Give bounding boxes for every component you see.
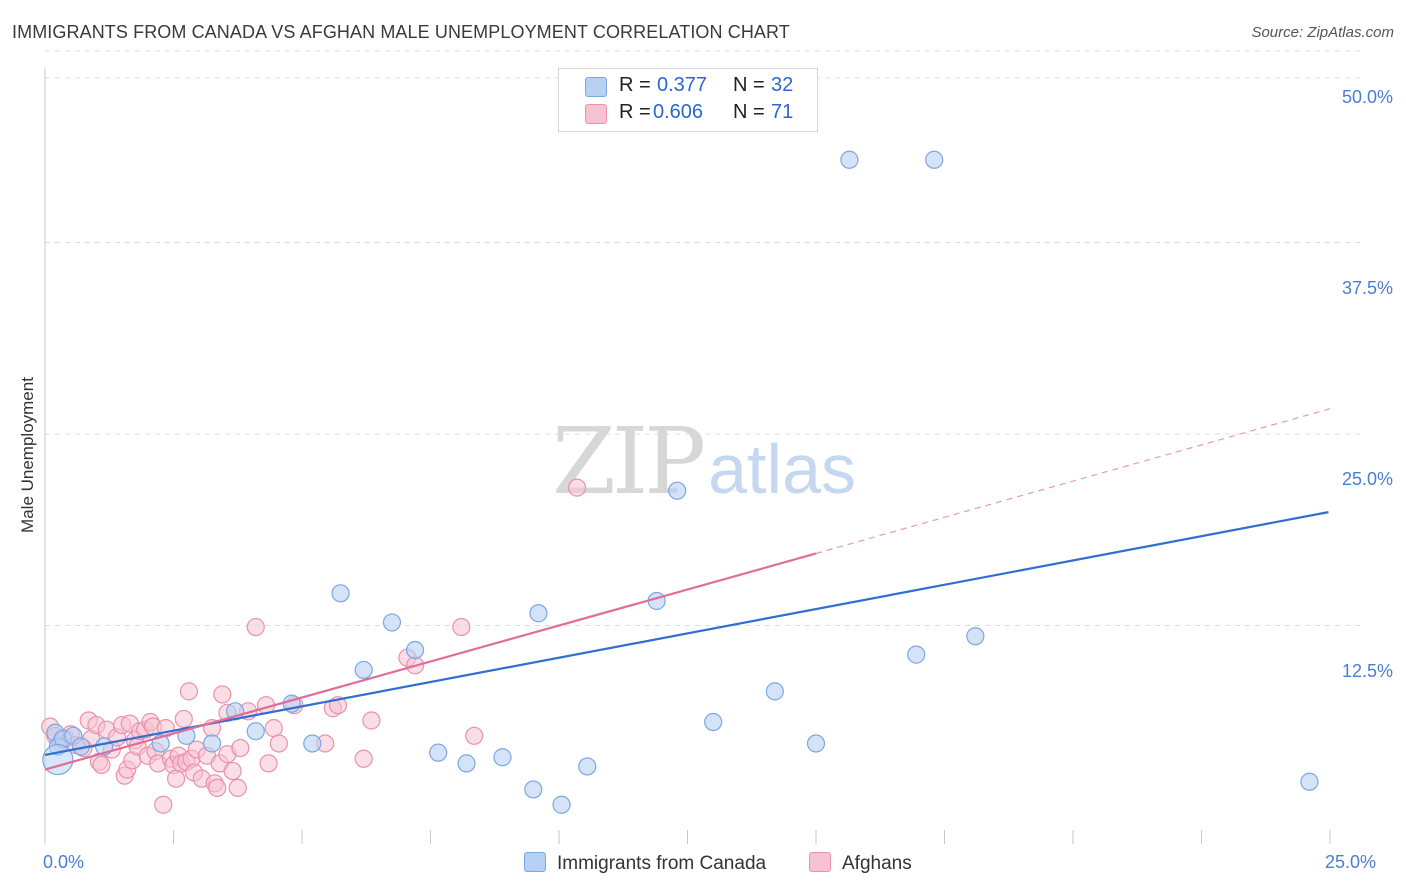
afghans-point <box>269 734 288 753</box>
bottom-legend-afghans: Afghans <box>809 852 912 875</box>
canada-point <box>925 150 944 169</box>
afghans-point <box>213 685 232 704</box>
legend-r-value: 0.606 <box>653 101 704 123</box>
legend-n-label: N = <box>733 74 765 96</box>
afghans-point <box>231 738 250 758</box>
x-tick-min: 0.0% <box>43 852 85 872</box>
canada-point <box>529 604 548 623</box>
afghans-point <box>362 711 381 730</box>
canada-point <box>493 748 512 767</box>
legend-n-value: 32 <box>771 74 794 96</box>
canada-point <box>354 660 373 680</box>
afghans-point <box>179 682 199 701</box>
canada-point-large <box>42 743 74 776</box>
afghans-point <box>208 778 227 797</box>
canada-point <box>382 613 402 632</box>
afghans-point <box>246 617 265 637</box>
afghans-point <box>259 754 278 773</box>
afghans-point <box>174 709 193 729</box>
canada-point <box>405 640 425 660</box>
canada-point <box>202 734 222 753</box>
canada-point <box>552 795 571 814</box>
afghans-trend-extension <box>815 408 1331 555</box>
bottom-legend-swatch-blue <box>524 852 546 872</box>
afghans-point <box>92 755 111 775</box>
afghans-trend-line <box>44 552 817 771</box>
canada-point <box>303 734 322 753</box>
source-credit: Source: ZipAtlas.com <box>1251 24 1394 41</box>
chart-title: IMMIGRANTS FROM CANADA VS AFGHAN MALE UN… <box>12 22 790 42</box>
legend-r-label: R = <box>619 74 651 96</box>
afghans-point <box>223 761 242 781</box>
afghans-point <box>354 749 373 768</box>
bottom-legend-label-canada: Immigrants from Canada <box>557 853 767 874</box>
legend-swatch-blue <box>585 77 607 97</box>
canada-point <box>806 734 826 753</box>
canada-point <box>578 757 597 776</box>
legend-swatch-pink <box>585 104 607 124</box>
canada-point <box>647 591 666 611</box>
afghans-point <box>154 795 173 814</box>
afghans-point <box>228 778 247 797</box>
x-tick-max: 25.0% <box>1325 852 1377 872</box>
afghans-point <box>264 719 283 738</box>
canada-point <box>704 712 723 732</box>
canada-point <box>840 150 859 169</box>
y-tick-12-5: 12.5% <box>1341 661 1393 681</box>
canada-point <box>765 682 784 701</box>
bottom-legend-canada: Immigrants from Canada <box>524 852 766 875</box>
afghans-point <box>452 617 471 637</box>
canada-point <box>966 627 985 646</box>
canada-point <box>246 722 265 741</box>
canada-point <box>457 754 476 773</box>
canada-point <box>429 743 448 762</box>
canada-point <box>668 481 687 500</box>
canada-point <box>907 645 926 664</box>
y-tick-25: 25.0% <box>1341 469 1393 489</box>
canada-point <box>1300 772 1319 791</box>
bottom-legend-swatch-pink <box>809 852 831 872</box>
correlation-legend: R = 0.377 N = 32 R = 0.606 N = 71 <box>558 68 818 132</box>
y-tick-37-5: 37.5% <box>1341 278 1393 298</box>
afghans-point <box>166 769 186 788</box>
bottom-legend-label-afghans: Afghans <box>842 853 912 874</box>
legend-r-value: 0.377 <box>657 74 708 96</box>
canada-point <box>524 780 543 799</box>
afghans-point <box>567 478 587 497</box>
legend-n-label: N = <box>733 101 765 123</box>
legend-r-label: R = <box>619 101 651 123</box>
canada-trend-line <box>44 511 1329 757</box>
y-tick-50: 50.0% <box>1341 87 1393 107</box>
canada-point <box>331 584 350 603</box>
afghans-point <box>465 726 484 745</box>
legend-n-value: 71 <box>771 101 794 123</box>
